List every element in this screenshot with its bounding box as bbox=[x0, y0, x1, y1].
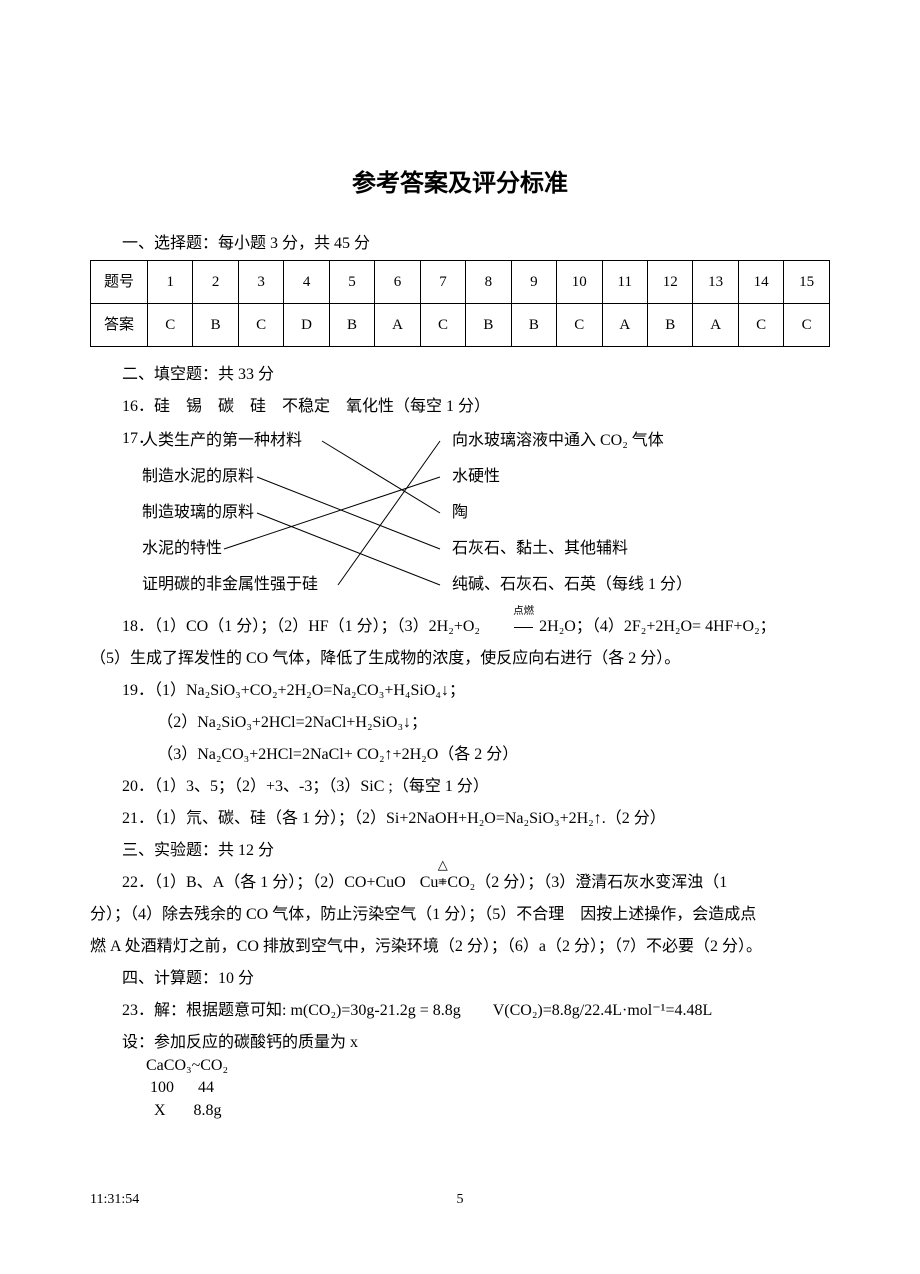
footer-page-number: 5 bbox=[0, 1186, 920, 1214]
q22-part-a: 22．（1）B、A（各 1 分）；（2）CO+CuO bbox=[122, 874, 406, 891]
col-num: 12 bbox=[647, 261, 692, 304]
ans-cell: C bbox=[148, 304, 193, 347]
ans-cell: B bbox=[511, 304, 556, 347]
q20: 20．（1）3、5；（2）+3、-3；（3）SiC ;（每空 1 分） bbox=[90, 771, 830, 803]
col-num: 13 bbox=[693, 261, 738, 304]
col-num: 2 bbox=[193, 261, 238, 304]
ans-cell: A bbox=[602, 304, 647, 347]
match-left-item: 制造玻璃的原料 bbox=[142, 495, 318, 531]
col-num: 7 bbox=[420, 261, 465, 304]
match-left-item: 人类生产的第一种材料 bbox=[142, 423, 318, 459]
q22: 22．（1）B、A（各 1 分）；（2）CO+CuO=Cu+CO₂（2 分）；（… bbox=[90, 867, 830, 899]
section3-heading: 三、实验题：共 12 分 bbox=[90, 835, 830, 867]
col-num: 8 bbox=[466, 261, 511, 304]
q18-line2: （5）生成了挥发性的 CO 气体，降低了生成物的浓度，使反应向右进行（各 2 分… bbox=[90, 643, 830, 675]
table-header-row: 题号 1 2 3 4 5 6 7 8 9 10 11 12 13 14 15 bbox=[91, 261, 830, 304]
ans-cell: B bbox=[647, 304, 692, 347]
q23-calc: CaCO₃~CO₂ 100 44 X 8.8g bbox=[146, 1055, 830, 1122]
table-answer-row: 答案 C B C D B A C B B C A B A C C bbox=[91, 304, 830, 347]
q23-line1: 23．解：根据题意可知: m(CO₂)=30g-21.2g = 8.8g V(C… bbox=[90, 995, 830, 1027]
q18: 18．（1）CO（1 分）；（2）HF（1 分）；（3）2H₂+O₂点燃 2H₂… bbox=[90, 611, 830, 643]
col-num: 15 bbox=[784, 261, 830, 304]
q18-part-b: 2H₂O；（4）2F₂+2H₂O= 4HF+O₂； bbox=[535, 618, 776, 635]
col-num: 5 bbox=[329, 261, 374, 304]
match-right-item: 纯碱、石灰石、石英（每线 1 分） bbox=[452, 567, 692, 603]
ans-cell: A bbox=[693, 304, 738, 347]
section4-heading: 四、计算题：10 分 bbox=[90, 963, 830, 995]
ans-cell: C bbox=[557, 304, 602, 347]
q22-line2: 分）；（4）除去残余的 CO 气体，防止污染空气（1 分）；（5）不合理 因按上… bbox=[90, 899, 830, 931]
q19-2: （2）Na₂SiO₃+2HCl=2NaCl+H₂SiO₃↓； bbox=[90, 707, 830, 739]
col-num: 10 bbox=[557, 261, 602, 304]
ans-cell: B bbox=[193, 304, 238, 347]
match-left-item: 水泥的特性 bbox=[142, 531, 318, 567]
combust-annotation: 点燃 bbox=[480, 611, 535, 643]
col-num: 11 bbox=[602, 261, 647, 304]
match-right-item: 向水玻璃溶液中通入 CO₂ 气体 bbox=[452, 423, 692, 459]
col-num: 14 bbox=[738, 261, 783, 304]
ans-cell: D bbox=[284, 304, 329, 347]
q19-1: 19．（1）Na₂SiO₃+CO₂+2H₂O=Na₂CO₃+H₄SiO₄↓； bbox=[90, 675, 830, 707]
match-right-item: 水硬性 bbox=[452, 459, 692, 495]
q22-part-b: Cu+CO₂（2 分）；（3）澄清石灰水变浑浊（1 bbox=[420, 874, 728, 891]
match-right-item: 陶 bbox=[452, 495, 692, 531]
ans-cell: C bbox=[738, 304, 783, 347]
page-title: 参考答案及评分标准 bbox=[90, 160, 830, 208]
q17-matching: 人类生产的第一种材料 制造水泥的原料 制造玻璃的原料 水泥的特性 证明碳的非金属… bbox=[122, 423, 830, 603]
section1-heading: 一、选择题：每小题 3 分，共 45 分 bbox=[90, 228, 830, 260]
col-num: 9 bbox=[511, 261, 556, 304]
match-left-item: 证明碳的非金属性强于硅 bbox=[142, 567, 318, 603]
ans-cell: B bbox=[329, 304, 374, 347]
col-num: 1 bbox=[148, 261, 193, 304]
col-num: 4 bbox=[284, 261, 329, 304]
section2-heading: 二、填空题：共 33 分 bbox=[90, 359, 830, 391]
q16: 16．硅 锡 碳 硅 不稳定 氧化性（每空 1 分） bbox=[90, 391, 830, 423]
row-label: 题号 bbox=[91, 261, 148, 304]
q22-line3: 燃 A 处酒精灯之前，CO 排放到空气中，污染环境（2 分）；（6）a（2 分）… bbox=[90, 931, 830, 963]
ans-cell: A bbox=[375, 304, 420, 347]
row-label: 答案 bbox=[91, 304, 148, 347]
q18-part-a: 18．（1）CO（1 分）；（2）HF（1 分）；（3）2H₂+O₂ bbox=[122, 618, 480, 635]
col-num: 6 bbox=[375, 261, 420, 304]
heat-triangle-icon: = bbox=[406, 867, 420, 899]
q23-calc-row: X 8.8g bbox=[146, 1100, 830, 1122]
q19-3: （3）Na₂CO₃+2HCl=2NaCl+ CO₂↑+2H₂O（各 2 分） bbox=[90, 739, 830, 771]
ans-cell: B bbox=[466, 304, 511, 347]
ans-cell: C bbox=[784, 304, 830, 347]
q23-calc-row: 100 44 bbox=[146, 1077, 830, 1099]
q21: 21．（1）氘、碳、硅（各 1 分）；（2）Si+2NaOH+H₂O=Na₂Si… bbox=[90, 803, 830, 835]
answer-table: 题号 1 2 3 4 5 6 7 8 9 10 11 12 13 14 15 答… bbox=[90, 260, 830, 347]
ans-cell: C bbox=[238, 304, 283, 347]
match-left-item: 制造水泥的原料 bbox=[142, 459, 318, 495]
col-num: 3 bbox=[238, 261, 283, 304]
match-right-item: 石灰石、黏土、其他辅料 bbox=[452, 531, 692, 567]
ans-cell: C bbox=[420, 304, 465, 347]
